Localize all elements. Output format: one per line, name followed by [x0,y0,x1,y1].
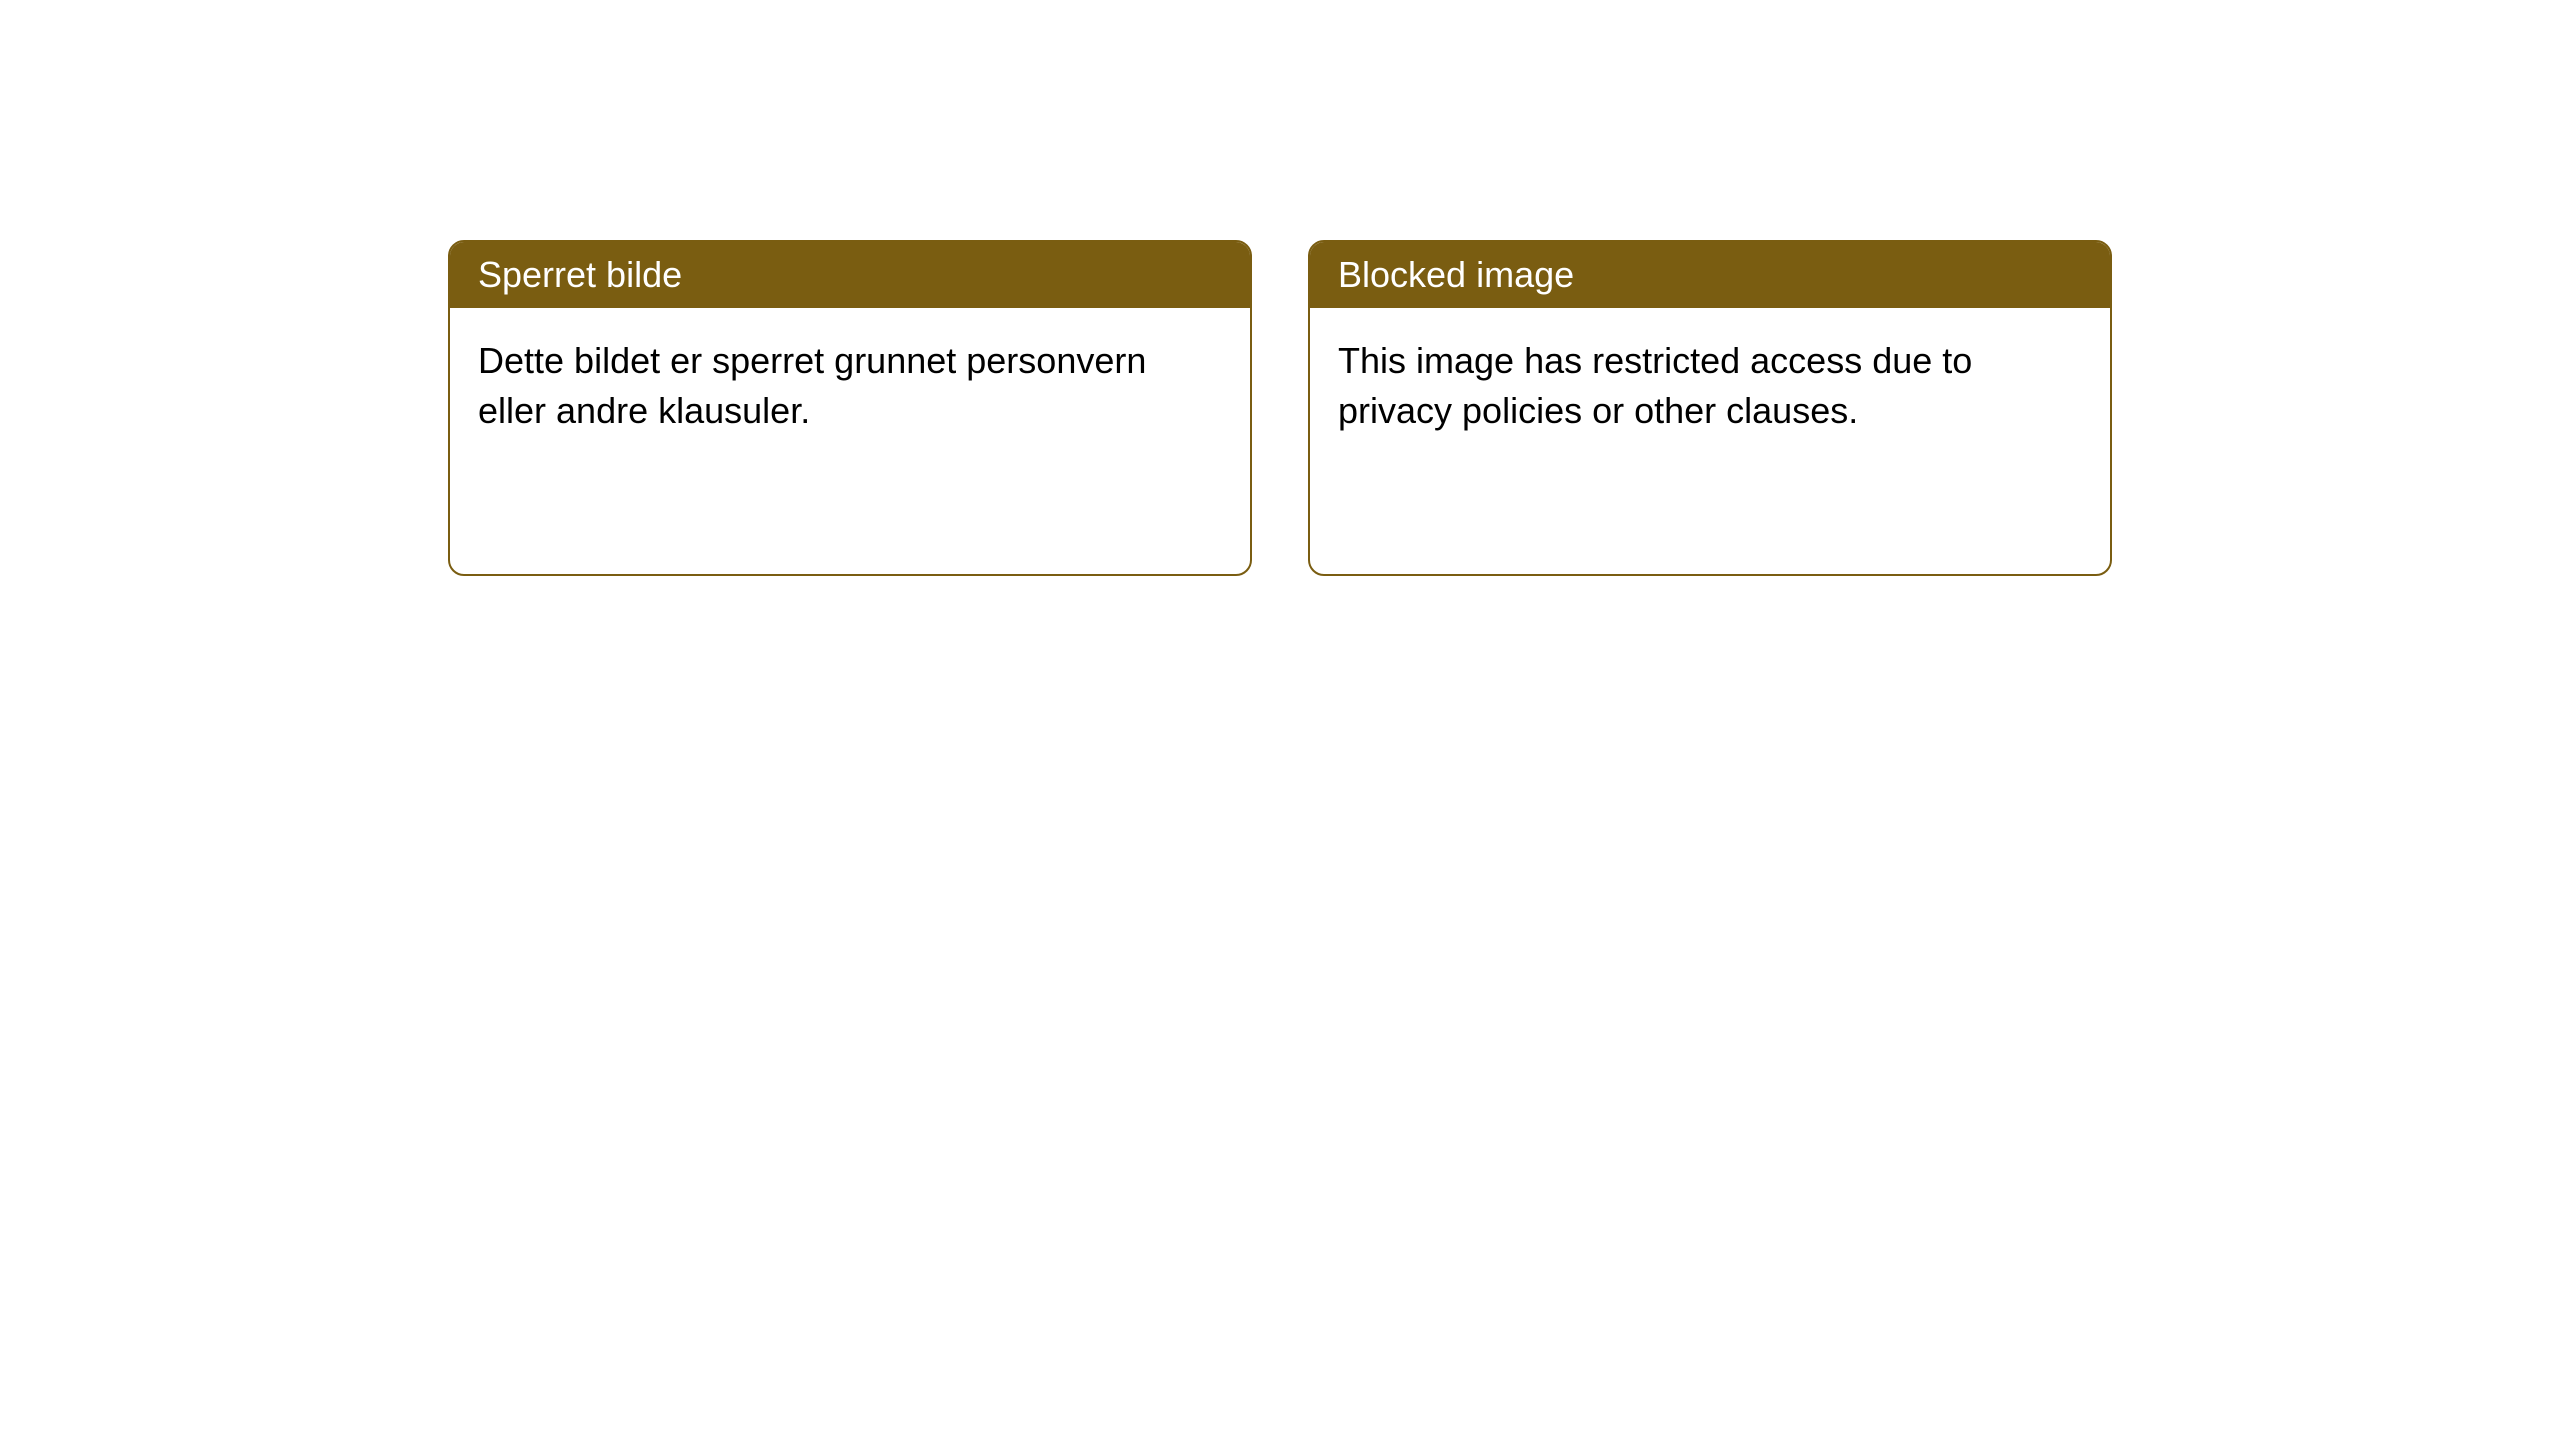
card-body: Dette bildet er sperret grunnet personve… [450,308,1250,465]
card-body: This image has restricted access due to … [1310,308,2110,465]
blocked-image-card-english: Blocked image This image has restricted … [1308,240,2112,576]
card-row: Sperret bilde Dette bildet er sperret gr… [448,240,2112,576]
blocked-image-card-norwegian: Sperret bilde Dette bildet er sperret gr… [448,240,1252,576]
card-header: Sperret bilde [450,242,1250,308]
card-header: Blocked image [1310,242,2110,308]
